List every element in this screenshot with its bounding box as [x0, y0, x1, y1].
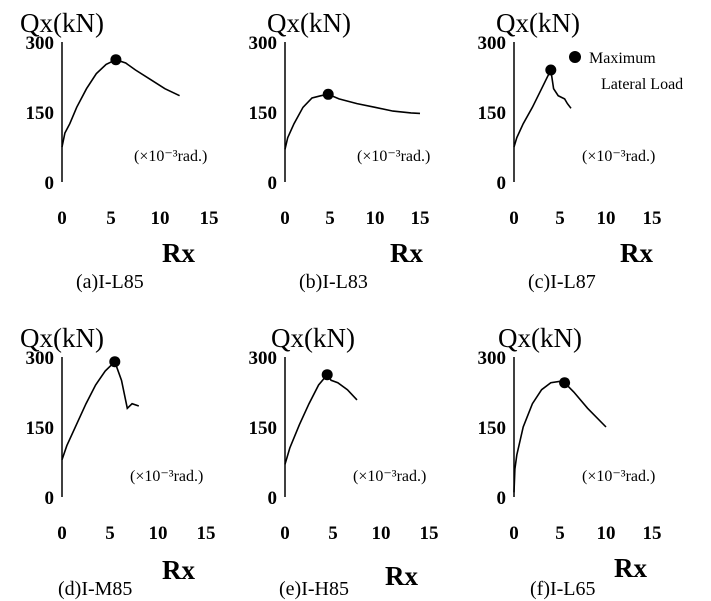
- x-tick-label-5: 5: [105, 523, 115, 544]
- y-axis-label: Qx(kN): [498, 323, 582, 353]
- unit-label: (×10⁻³rad.): [130, 468, 203, 485]
- panel-f: Qx(kN) 300 150 0 (×10⁻³rad.) 0 5 10 15 R…: [478, 323, 662, 600]
- x-tick-label-5: 5: [555, 523, 565, 544]
- y-axis-label: Qx(kN): [496, 8, 580, 38]
- unit-label: (×10⁻³rad.): [134, 148, 207, 165]
- x-tick-label-5: 5: [555, 208, 565, 229]
- x-tick-label-5: 5: [325, 208, 335, 229]
- x-axis-label: Rx: [620, 238, 653, 268]
- max-load-marker: [110, 54, 122, 66]
- panel-caption: (a)I-L85: [76, 271, 144, 293]
- x-axis-label: Rx: [390, 238, 423, 268]
- x-tick-label-0: 0: [57, 523, 67, 544]
- y-tick-label-0: 0: [45, 173, 55, 194]
- x-tick-label-15: 15: [643, 208, 662, 229]
- y-tick-label-300: 300: [478, 348, 507, 369]
- unit-label: (×10⁻³rad.): [353, 468, 426, 485]
- max-load-marker: [322, 88, 334, 100]
- max-load-marker: [109, 356, 121, 368]
- y-tick-label-0: 0: [268, 173, 278, 194]
- max-load-marker: [559, 377, 571, 389]
- y-tick-label-150: 150: [26, 103, 55, 124]
- y-axis-label: Qx(kN): [267, 8, 351, 38]
- y-tick-label-300: 300: [249, 348, 278, 369]
- y-axis-label: Qx(kN): [20, 323, 104, 353]
- x-tick-label-15: 15: [420, 523, 439, 544]
- panel-caption: (b)I-L83: [299, 271, 368, 293]
- x-axis-label: Rx: [162, 555, 195, 585]
- series-line: [284, 93, 421, 150]
- x-tick-label-10: 10: [366, 208, 385, 229]
- x-tick-label-15: 15: [643, 523, 662, 544]
- panel-caption: (c)I-L87: [528, 271, 596, 293]
- max-load-marker: [321, 369, 333, 381]
- x-axis-label: Rx: [162, 238, 195, 268]
- series-line: [284, 373, 358, 465]
- legend-marker: [569, 51, 581, 63]
- panel-caption: (d)I-M85: [58, 578, 132, 600]
- x-tick-label-15: 15: [197, 523, 216, 544]
- x-tick-label-5: 5: [328, 523, 338, 544]
- x-tick-label-0: 0: [57, 208, 67, 229]
- max-load-marker: [545, 64, 557, 76]
- panel-caption: (e)I-H85: [279, 578, 349, 600]
- panel-d: Qx(kN) 300 150 0 (×10⁻³rad.) 0 5 10 15 R…: [20, 323, 216, 600]
- panel-c: Qx(kN) 300 150 0 (×10⁻³rad.) 0 5 10 15 R…: [478, 8, 662, 293]
- series-line: [513, 380, 607, 493]
- x-tick-label-0: 0: [280, 523, 290, 544]
- x-tick-label-0: 0: [280, 208, 290, 229]
- legend-label-line2: Lateral Load: [601, 76, 683, 93]
- panel-caption: (f)I-L65: [530, 578, 596, 600]
- y-tick-label-150: 150: [26, 418, 55, 439]
- x-axis-label: Rx: [385, 561, 418, 591]
- x-tick-label-15: 15: [411, 208, 430, 229]
- x-tick-label-10: 10: [151, 208, 170, 229]
- y-tick-label-0: 0: [45, 488, 55, 509]
- series-line: [513, 67, 572, 148]
- y-tick-label-150: 150: [478, 103, 507, 124]
- y-axis-label: Qx(kN): [271, 323, 355, 353]
- x-tick-label-0: 0: [509, 523, 519, 544]
- series-line: [61, 360, 140, 460]
- y-tick-label-150: 150: [249, 418, 278, 439]
- x-tick-label-15: 15: [200, 208, 219, 229]
- y-tick-label-300: 300: [26, 348, 55, 369]
- y-tick-label-0: 0: [497, 173, 507, 194]
- y-tick-label-300: 300: [249, 33, 278, 54]
- y-tick-label-150: 150: [478, 418, 507, 439]
- x-tick-label-10: 10: [372, 523, 391, 544]
- panel-b: Qx(kN) 300 150 0 (×10⁻³rad.) 0 5 10 15 R…: [249, 8, 431, 293]
- unit-label: (×10⁻³rad.): [357, 148, 430, 165]
- x-tick-label-10: 10: [597, 208, 616, 229]
- legend-label-line1: Maximum: [589, 50, 656, 67]
- x-tick-label-10: 10: [149, 523, 168, 544]
- series-line: [61, 58, 180, 148]
- panel-a: Qx(kN) 300 150 0 (×10⁻³rad.) 0 5 10 15 R…: [20, 8, 219, 293]
- y-axis-label: Qx(kN): [20, 8, 104, 38]
- panel-e: Qx(kN) 300 150 0 (×10⁻³rad.) 0 5 10 15 R…: [249, 323, 439, 600]
- unit-label: (×10⁻³rad.): [582, 468, 655, 485]
- y-tick-label-300: 300: [26, 33, 55, 54]
- x-tick-label-10: 10: [597, 523, 616, 544]
- y-tick-label-0: 0: [268, 488, 278, 509]
- y-tick-label-300: 300: [478, 33, 507, 54]
- y-tick-label-0: 0: [497, 488, 507, 509]
- x-tick-label-0: 0: [509, 208, 519, 229]
- x-tick-label-5: 5: [106, 208, 116, 229]
- x-axis-label: Rx: [614, 553, 647, 583]
- unit-label: (×10⁻³rad.): [582, 148, 655, 165]
- legend: Maximum Lateral Load: [569, 50, 683, 93]
- y-tick-label-150: 150: [249, 103, 278, 124]
